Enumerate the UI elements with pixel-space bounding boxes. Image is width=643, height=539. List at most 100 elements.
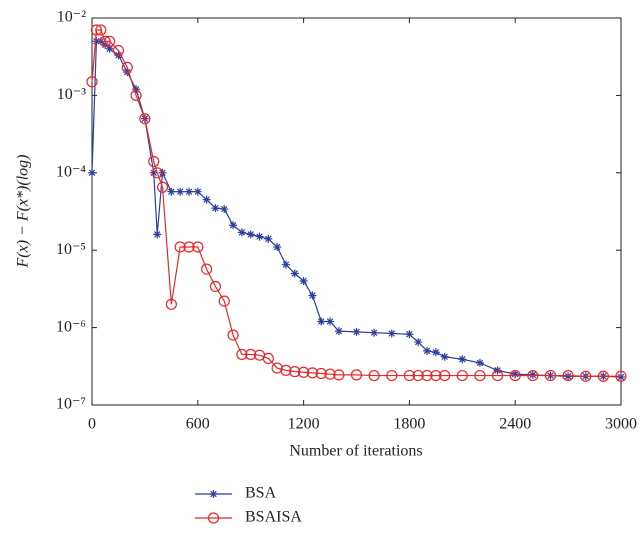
marker [350,369,363,381]
marker [491,369,504,382]
marker [527,369,539,382]
marker [414,338,423,347]
marker [562,369,574,382]
marker [184,187,193,196]
marker [511,370,520,379]
y-tick-label: 10⁻⁵ [56,241,86,258]
marker [370,328,379,337]
x-tick-label: 3000 [605,416,637,433]
marker [474,369,486,382]
marker [139,113,151,125]
series-line [91,29,621,377]
marker [324,368,336,380]
marker [201,263,213,275]
marker [580,370,592,382]
marker [273,242,282,251]
marker [544,369,557,382]
y-axis-label: F(x) − F(x*)(log) [15,155,32,269]
y-tick-label: 10⁻² [57,9,86,26]
marker [280,364,292,376]
plot-frame [91,17,622,406]
marker [281,260,290,269]
marker [262,352,274,365]
marker [509,369,521,382]
legend-marker [207,512,220,524]
marker [289,366,301,378]
marker [615,370,627,382]
marker [202,195,211,204]
marker [245,348,257,361]
marker [95,24,107,36]
marker [130,89,142,102]
marker [132,85,141,94]
y-tick-label: 10⁻⁴ [56,163,86,180]
x-axis-label: Number of iterations [289,443,422,460]
marker [458,355,467,364]
marker [528,370,537,379]
marker [105,44,114,53]
marker [86,76,98,88]
x-tick-label: 1200 [288,416,320,433]
marker [112,44,125,57]
series-line [91,40,622,378]
marker [148,155,160,168]
y-tick-label: 10⁻³ [57,86,86,103]
marker [315,367,327,380]
marker [597,370,609,382]
marker [423,346,432,355]
marker [430,369,442,382]
marker [255,232,264,241]
marker [220,205,229,214]
marker [193,187,202,196]
marker [165,298,177,310]
marker [104,35,116,47]
legend-marker [209,490,218,498]
marker [617,373,625,382]
marker [209,280,222,293]
marker [176,187,185,196]
marker [237,228,246,237]
x-tick-label: 600 [186,416,210,433]
marker [183,241,195,253]
marker [264,234,273,243]
x-tick-label: 2400 [499,416,531,433]
marker [333,369,345,381]
marker [308,291,317,300]
marker [151,167,163,179]
marker [192,241,204,253]
marker [211,204,220,213]
marker [564,372,573,381]
marker [121,61,133,74]
marker [149,168,158,177]
marker [298,366,310,378]
marker [88,168,96,177]
marker [99,35,111,47]
marker [218,295,230,307]
marker [412,369,424,382]
marker [306,367,319,379]
legend-label: BSAISA [245,509,302,526]
marker [156,181,169,193]
marker [386,369,398,382]
marker [456,369,468,382]
legend-label: BSA [245,485,277,502]
marker [229,221,238,230]
marker [101,40,110,49]
marker [334,327,343,336]
marker [227,329,239,341]
marker [299,277,308,286]
marker [439,369,451,382]
marker [440,352,449,361]
marker [153,230,162,239]
marker [352,327,361,336]
marker [326,317,335,326]
y-tick-label: 10⁻⁶ [56,318,86,335]
marker [174,241,186,253]
marker [368,369,380,382]
marker [167,187,176,196]
x-tick-label: 1800 [393,416,425,433]
x-tick-label: 0 [88,416,96,433]
marker [475,358,484,367]
marker [387,329,396,338]
